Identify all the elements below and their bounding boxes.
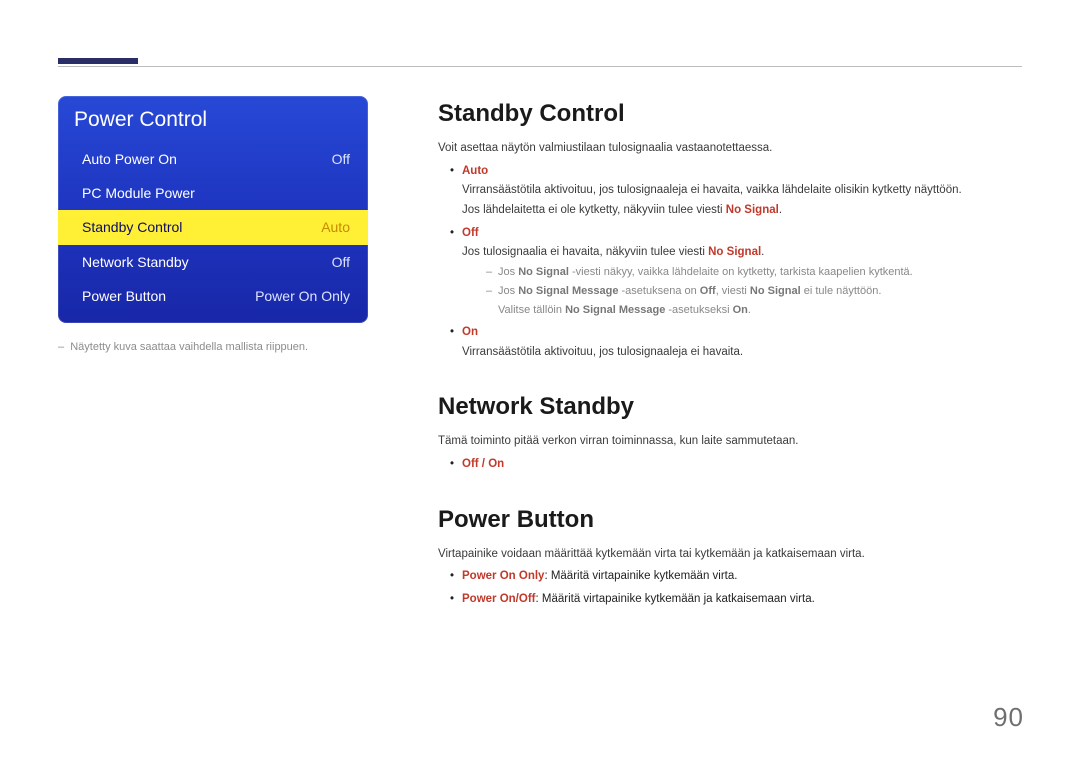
menu-title: Power Control [58, 96, 368, 142]
accent-bar [58, 58, 138, 64]
heading-standby-control: Standby Control [438, 100, 1022, 128]
menu-item-value: Auto [321, 218, 350, 236]
standby-options-list: Auto Virransäästötila aktivoituu, jos tu… [438, 162, 1022, 362]
network-options-list: Off / On [438, 455, 1022, 473]
option-label: Off [462, 227, 479, 239]
option-power-on-off: Power On/Off: Määritä virtapainike kytke… [438, 590, 1022, 608]
menu-item-label: Auto Power On [82, 150, 177, 168]
option-note: . Valitse tällöin No Signal Message -ase… [462, 302, 1022, 319]
option-note: Jos No Signal Message -asetuksena on Off… [462, 283, 1022, 300]
powerbtn-intro: Virtapainike voidaan määrittää kytkemään… [438, 546, 1022, 564]
menu-item-value: Off [332, 150, 350, 168]
option-auto: Auto Virransäästötila aktivoituu, jos tu… [438, 162, 1022, 220]
page-number: 90 [993, 702, 1024, 733]
option-on: On Virransäästötila aktivoituu, jos tulo… [438, 323, 1022, 361]
left-column: Power Control Auto Power On Off PC Modul… [58, 96, 388, 353]
menu-item-power-button[interactable]: Power Button Power On Only [58, 279, 368, 313]
horizontal-rule [58, 66, 1022, 67]
menu-item-network-standby[interactable]: Network Standby Off [58, 245, 368, 279]
menu-item-value: Power On Only [255, 287, 350, 305]
option-note: Jos No Signal -viesti näkyy, vaikka lähd… [462, 264, 1022, 281]
menu-item-pc-module-power[interactable]: PC Module Power [58, 176, 368, 210]
option-desc: Virransäästötila aktivoituu, jos tulosig… [462, 182, 1022, 200]
menu-item-label: Network Standby [82, 253, 189, 271]
powerbtn-options-list: Power On Only: Määritä virtapainike kytk… [438, 567, 1022, 608]
menu-item-standby-control[interactable]: Standby Control Auto [58, 210, 368, 244]
option-off: Off Jos tulosignaalia ei havaita, näkyvi… [438, 224, 1022, 319]
menu-item-label: Standby Control [82, 218, 182, 236]
option-desc: Jos lähdelaitetta ei ole kytketty, näkyv… [462, 202, 1022, 220]
option-power-on-only: Power On Only: Määritä virtapainike kytk… [438, 567, 1022, 585]
network-intro: Tämä toiminto pitää verkon virran toimin… [438, 433, 1022, 451]
image-caption: Näytetty kuva saattaa vaihdella mallista… [58, 341, 388, 353]
option-desc: Virransäästötila aktivoituu, jos tulosig… [462, 344, 1022, 362]
menu-panel: Power Control Auto Power On Off PC Modul… [58, 96, 368, 323]
right-column: Standby Control Voit asettaa näytön valm… [388, 100, 1022, 612]
menu-item-value: Off [332, 253, 350, 271]
page-content: Power Control Auto Power On Off PC Modul… [58, 96, 1022, 612]
standby-intro: Voit asettaa näytön valmiustilaan tulosi… [438, 140, 1022, 158]
menu-item-label: Power Button [82, 287, 166, 305]
menu-item-label: PC Module Power [82, 184, 195, 202]
option-label: On [462, 326, 478, 338]
option-desc: Jos tulosignaalia ei havaita, näkyviin t… [462, 244, 1022, 262]
heading-network-standby: Network Standby [438, 393, 1022, 421]
option-label: Auto [462, 165, 488, 177]
option-off-on: Off / On [438, 455, 1022, 473]
menu-item-auto-power-on[interactable]: Auto Power On Off [58, 142, 368, 176]
heading-power-button: Power Button [438, 506, 1022, 534]
